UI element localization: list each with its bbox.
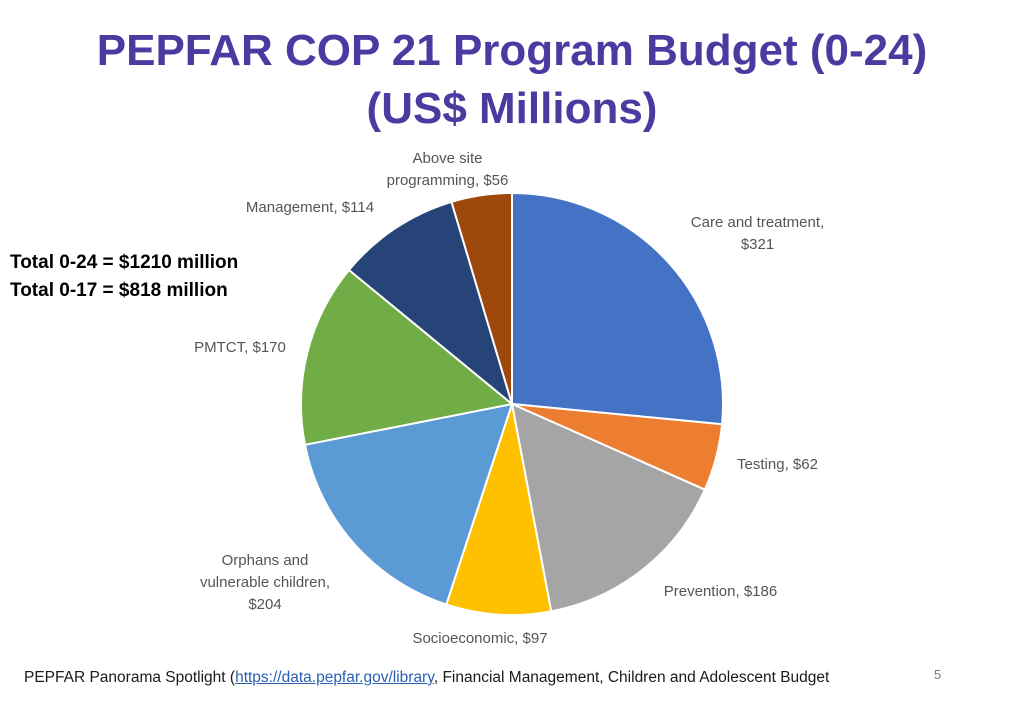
total-0-17: Total 0-17 = $818 million	[10, 280, 228, 301]
pie-slice-orphans-and-vulnerable-children	[303, 402, 514, 606]
pie-slice-above-site-programming	[450, 191, 513, 405]
label-care-and-treatment: Care and treatment, $321	[690, 214, 825, 253]
pie-slice-prevention	[510, 402, 707, 613]
totals-annotation: Total 0-24 = $1210 million Total 0-17 = …	[10, 249, 238, 305]
pie-slice-pmtct	[300, 268, 515, 447]
footer-prefix: PEPFAR Panorama Spotlight (	[24, 669, 236, 686]
label-above-site-programming: Above site programming, $56	[386, 150, 509, 189]
library-link[interactable]: https://data.pepfar.gov/library	[235, 669, 434, 686]
label-testing: Testing, $62	[737, 456, 818, 473]
label-socioeconomic: Socioeconomic, $97	[412, 630, 548, 647]
title-line-2: (US$ Millions)	[366, 84, 658, 133]
page-number: 5	[934, 667, 942, 682]
pie-slice-care-and-treatment	[511, 191, 724, 426]
pie-slice-socioeconomic	[445, 403, 553, 616]
chart-title: PEPFAR COP 21 Program Budget (0-24) (US$…	[0, 22, 1024, 138]
title-line-1: PEPFAR COP 21 Program Budget (0-24)	[96, 26, 928, 75]
label-management: Management, $114	[245, 199, 375, 216]
label-prevention: Prevention, $186	[663, 583, 778, 600]
total-0-24: Total 0-24 = $1210 million	[10, 252, 239, 273]
label-orphans-vulnerable-children: Orphans and vulnerable children, $204	[199, 552, 331, 613]
footer-suffix: , Financial Management, Children and Ado…	[433, 669, 830, 686]
pie-slice-management	[347, 200, 514, 407]
source-footer: PEPFAR Panorama Spotlight (https://data.…	[24, 669, 829, 687]
label-pmtct: PMTCT, $170	[194, 339, 286, 356]
